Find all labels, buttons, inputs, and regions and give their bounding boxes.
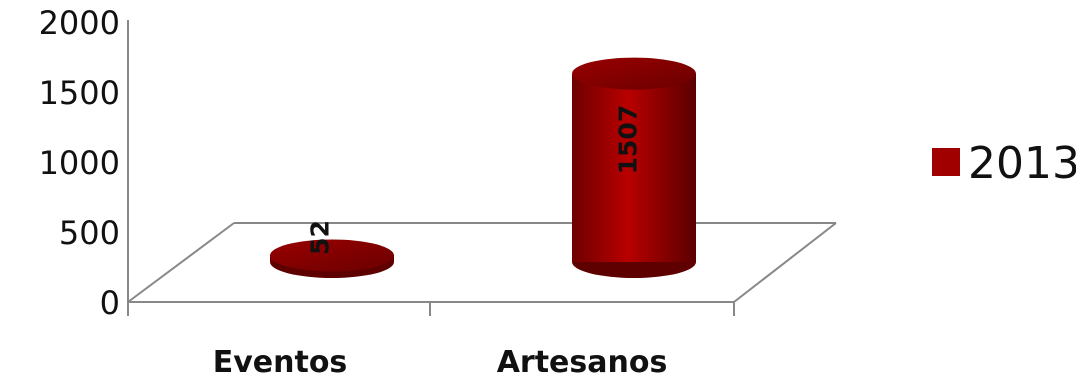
x-tick-label: Eventos <box>213 345 348 380</box>
data-label: 1507 <box>614 105 643 175</box>
y-tick-label: 2000 <box>39 4 120 42</box>
data-label: 52 <box>306 220 335 255</box>
floor-edge-left <box>127 222 235 303</box>
legend-swatch <box>932 148 960 176</box>
data-labels: 52 1507 <box>306 105 643 255</box>
bar-cap <box>270 239 394 272</box>
y-tick-label: 1000 <box>39 144 120 182</box>
bar-artesanos <box>572 57 696 278</box>
floor-edge-right <box>733 222 837 303</box>
bar-eventos <box>270 239 394 278</box>
bar-body <box>572 73 696 262</box>
bars <box>270 57 696 278</box>
legend-label: 2013 <box>968 138 1076 189</box>
y-tick-label: 0 <box>100 284 120 322</box>
x-tick-labels: Eventos Artesanos <box>213 345 668 380</box>
x-tick-label: Artesanos <box>497 345 668 380</box>
bar-cap <box>572 57 696 90</box>
y-tick-labels: 0 500 1000 1500 2000 <box>39 4 120 322</box>
y-tick-label: 1500 <box>39 74 120 112</box>
y-tick-label: 500 <box>59 214 120 252</box>
axes <box>127 20 837 316</box>
legend: 2013 <box>932 138 1076 189</box>
